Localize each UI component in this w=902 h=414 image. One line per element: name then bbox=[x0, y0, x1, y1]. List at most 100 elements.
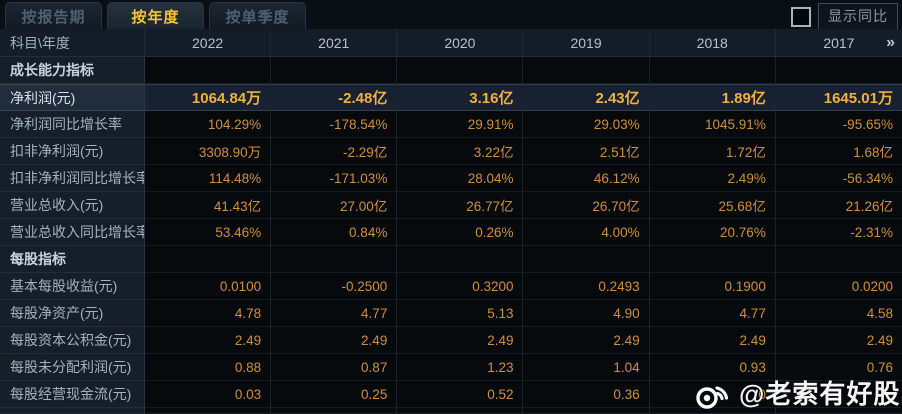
value-cell bbox=[775, 57, 902, 84]
row-label: 每股经营现金流(元) bbox=[0, 381, 145, 408]
value-cell: 0.52 bbox=[397, 381, 524, 408]
year-column-header-label: 2017 bbox=[823, 34, 855, 51]
value-cell bbox=[523, 57, 650, 84]
value-cell bbox=[397, 57, 524, 84]
value-cell: -0.2500 bbox=[271, 273, 398, 300]
value-cell: 2.49 bbox=[145, 327, 272, 354]
value-cell: -2.31% bbox=[775, 219, 902, 246]
value-cell: 2.49 bbox=[523, 327, 650, 354]
row-label: 每股净资产(元) bbox=[0, 300, 145, 327]
value-cell: 0.0100 bbox=[145, 273, 272, 300]
table-row-partial bbox=[0, 408, 902, 414]
value-cell: 0.84% bbox=[271, 219, 398, 246]
table-row[interactable]: 净利润(元) 1064.84万 -2.48亿 3.16亿 2.43亿 1.89亿 1645.… bbox=[0, 84, 902, 111]
row-label: 成长能力指标 bbox=[0, 57, 145, 84]
tab-by-report-period[interactable]: 按报告期 bbox=[5, 2, 102, 29]
table-row[interactable]: 每股资本公积金(元) 2.49 2.49 2.49 2.49 2.49 2.49 bbox=[0, 327, 902, 354]
table-row[interactable]: 每股净资产(元) 4.78 4.77 5.13 4.90 4.77 4.58 bbox=[0, 300, 902, 327]
value-cell: 1.68亿 bbox=[775, 138, 902, 165]
value-cell: 1.23 bbox=[397, 354, 524, 381]
value-cell bbox=[397, 408, 524, 414]
value-cell: 1.89亿 bbox=[649, 84, 776, 111]
value-cell: 3.22亿 bbox=[397, 138, 524, 165]
value-cell: -178.54% bbox=[271, 111, 398, 138]
value-cell: 2.49 bbox=[397, 327, 524, 354]
value-cell: -95.65% bbox=[775, 111, 902, 138]
value-cell bbox=[397, 246, 524, 273]
value-cell: 0.26% bbox=[397, 219, 524, 246]
value-cell: 0.36 bbox=[523, 381, 650, 408]
table-row[interactable]: 每股经营现金流(元) 0.03 0.25 0.52 0.36 0 bbox=[0, 381, 902, 408]
value-cell: 26.77亿 bbox=[397, 192, 524, 219]
value-cell: 114.48% bbox=[145, 165, 272, 192]
table-row[interactable]: 扣非净利润(元) 3308.90万 -2.29亿 3.22亿 2.51亿 1.72亿 1.6… bbox=[0, 138, 902, 165]
show-yoy-label[interactable]: 显示同比 bbox=[818, 3, 898, 30]
value-cell bbox=[649, 408, 776, 414]
row-label: 扣非净利润(元) bbox=[0, 138, 145, 165]
value-cell: 0.03 bbox=[145, 381, 272, 408]
value-cell: 29.03% bbox=[523, 111, 650, 138]
table-row[interactable]: 营业总收入(元) 41.43亿 27.00亿 26.77亿 26.70亿 25.68亿 21… bbox=[0, 192, 902, 219]
value-cell: 25.68亿 bbox=[649, 192, 776, 219]
value-cell: 1045.91% bbox=[649, 111, 776, 138]
table-row[interactable]: 基本每股收益(元) 0.0100 -0.2500 0.3200 0.2493 0.1900… bbox=[0, 273, 902, 300]
value-cell bbox=[775, 246, 902, 273]
value-cell: 0 bbox=[649, 381, 776, 408]
row-label: 基本每股收益(元) bbox=[0, 273, 145, 300]
row-label bbox=[0, 408, 145, 414]
show-yoy-checkbox[interactable] bbox=[791, 6, 811, 27]
value-cell bbox=[649, 246, 776, 273]
table-row[interactable]: 扣非净利润同比增长率 114.48% -171.03% 28.04% 46.12% 2.4… bbox=[0, 165, 902, 192]
value-cell: 46.12% bbox=[523, 165, 650, 192]
value-cell: 104.29% bbox=[145, 111, 272, 138]
value-cell: 4.77 bbox=[271, 300, 398, 327]
value-cell: 21.26亿 bbox=[775, 192, 902, 219]
more-years-chevron-icon[interactable]: » bbox=[886, 33, 895, 51]
section-header-row: 成长能力指标 bbox=[0, 57, 902, 84]
value-cell: -2.29亿 bbox=[271, 138, 398, 165]
value-cell: 0.3200 bbox=[397, 273, 524, 300]
value-cell: 0.0200 bbox=[775, 273, 902, 300]
value-cell bbox=[271, 408, 398, 414]
row-label: 净利润(元) bbox=[0, 84, 145, 111]
value-cell: 2.49 bbox=[775, 327, 902, 354]
value-cell: 2.49% bbox=[649, 165, 776, 192]
value-cell bbox=[523, 246, 650, 273]
row-label: 每股指标 bbox=[0, 246, 145, 273]
row-label: 扣非净利润同比增长率 bbox=[0, 165, 145, 192]
value-cell: 29.91% bbox=[397, 111, 524, 138]
value-cell: 20.76% bbox=[649, 219, 776, 246]
value-cell: 1.72亿 bbox=[649, 138, 776, 165]
table-row[interactable]: 营业总收入同比增长率 53.46% 0.84% 0.26% 4.00% 20.76% -2.… bbox=[0, 219, 902, 246]
value-cell: 3308.90万 bbox=[145, 138, 272, 165]
year-column-header: 2017 » bbox=[775, 29, 902, 57]
value-cell: 41.43亿 bbox=[145, 192, 272, 219]
tab-by-year[interactable]: 按年度 bbox=[107, 2, 204, 29]
row-label: 每股未分配利润(元) bbox=[0, 354, 145, 381]
year-column-header: 2022 bbox=[145, 29, 272, 57]
value-cell bbox=[649, 57, 776, 84]
value-cell: -56.34% bbox=[775, 165, 902, 192]
period-tab-bar: 按报告期 按年度 按单季度 显示同比 bbox=[0, 0, 902, 30]
value-cell: -2.48亿 bbox=[271, 84, 398, 111]
value-cell: 1.04 bbox=[523, 354, 650, 381]
row-label: 每股资本公积金(元) bbox=[0, 327, 145, 354]
tab-by-single-quarter[interactable]: 按单季度 bbox=[209, 2, 306, 29]
table-row[interactable]: 每股未分配利润(元) 0.88 0.87 1.23 1.04 0.93 0.76 bbox=[0, 354, 902, 381]
value-cell: 0.1900 bbox=[649, 273, 776, 300]
year-column-header: 2021 bbox=[271, 29, 398, 57]
value-cell: 2.49 bbox=[271, 327, 398, 354]
table-row[interactable]: 净利润同比增长率 104.29% -178.54% 29.91% 29.03% 1045.… bbox=[0, 111, 902, 138]
value-cell: 2.49 bbox=[649, 327, 776, 354]
value-cell: 0.88 bbox=[145, 354, 272, 381]
value-cell bbox=[271, 246, 398, 273]
value-cell: 53.46% bbox=[145, 219, 272, 246]
value-cell: 28.04% bbox=[397, 165, 524, 192]
value-cell: 26.70亿 bbox=[523, 192, 650, 219]
value-cell: 0.2493 bbox=[523, 273, 650, 300]
row-label: 净利润同比增长率 bbox=[0, 111, 145, 138]
value-cell bbox=[523, 408, 650, 414]
value-cell: 2.51亿 bbox=[523, 138, 650, 165]
value-cell: 2.43亿 bbox=[523, 84, 650, 111]
